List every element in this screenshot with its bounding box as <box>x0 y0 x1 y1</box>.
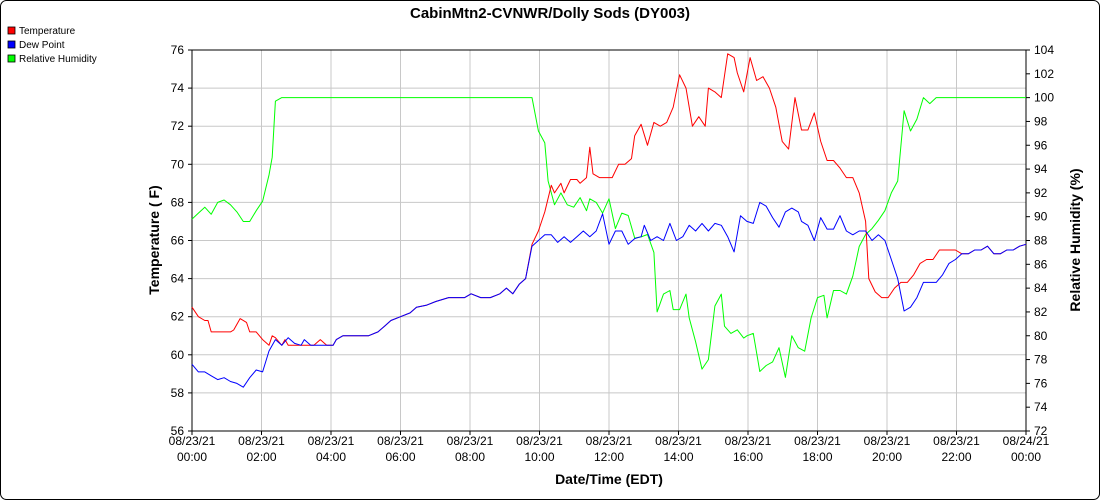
legend-swatch <box>7 40 16 49</box>
legend-swatch <box>7 26 16 35</box>
x-tick-date-label: 08/23/21 <box>864 434 911 448</box>
x-tick-date-label: 08/23/21 <box>377 434 424 448</box>
y-tick-label: 68 <box>171 195 185 209</box>
x-tick-date-label: 08/24/21 <box>1003 434 1050 448</box>
y2-tick-label: 78 <box>1034 353 1048 367</box>
y-tick-label: 72 <box>171 119 185 133</box>
y2-tick-label: 96 <box>1034 138 1048 152</box>
y-tick-label: 70 <box>171 157 185 171</box>
x-tick-time-label: 02:00 <box>246 450 276 464</box>
x-tick-date-label: 08/23/21 <box>238 434 285 448</box>
x-tick-time-label: 00:00 <box>1011 450 1041 464</box>
x-tick-time-label: 18:00 <box>802 450 832 464</box>
y2-tick-label: 86 <box>1034 257 1048 271</box>
y-tick-label: 74 <box>171 81 185 95</box>
x-tick-time-label: 00:00 <box>177 450 207 464</box>
y2-tick-label: 104 <box>1034 43 1054 57</box>
y2-tick-label: 94 <box>1034 162 1048 176</box>
y2-tick-label: 102 <box>1034 67 1054 81</box>
y2-axis-label: Relative Humidity (%) <box>1067 168 1083 311</box>
y2-tick-label: 82 <box>1034 305 1048 319</box>
x-tick-time-label: 08:00 <box>455 450 485 464</box>
x-tick-date-label: 08/23/21 <box>933 434 980 448</box>
x-tick-date-label: 08/23/21 <box>169 434 216 448</box>
series-line-relative-humidity <box>191 97 1026 378</box>
x-tick-time-label: 10:00 <box>524 450 554 464</box>
x-tick-time-label: 22:00 <box>941 450 971 464</box>
y-axis-label: Temperature ( F) <box>146 185 162 294</box>
x-tick-date-label: 08/23/21 <box>794 434 841 448</box>
series-line-dew-point <box>191 201 1027 388</box>
x-tick-date-label: 08/23/21 <box>516 434 563 448</box>
x-tick-time-label: 04:00 <box>316 450 346 464</box>
series-group <box>191 53 1027 388</box>
y2-tick-label: 92 <box>1034 186 1048 200</box>
y2-tick-label: 74 <box>1034 400 1048 414</box>
y-tick-label: 66 <box>171 234 185 248</box>
y2-tick-label: 84 <box>1034 281 1048 295</box>
y-tick-label: 62 <box>171 310 185 324</box>
y2-tick-label: 72 <box>1034 424 1048 438</box>
y2-tick-label: 80 <box>1034 329 1048 343</box>
y2-tick-label: 98 <box>1034 114 1048 128</box>
x-tick-time-label: 12:00 <box>594 450 624 464</box>
x-tick-date-label: 08/23/21 <box>447 434 494 448</box>
x-tick-time-label: 16:00 <box>733 450 763 464</box>
y2-axis-ticks: 72 74 76 78 80 82 84 86 88 90 92 94 96 98 100 102 104 <box>1026 43 1054 438</box>
x-tick-time-label: 20:00 <box>872 450 902 464</box>
y2-tick-label: 88 <box>1034 234 1048 248</box>
x-tick-date-label: 08/23/21 <box>725 434 772 448</box>
y2-tick-label: 100 <box>1034 91 1054 105</box>
y-tick-label: 60 <box>171 348 185 362</box>
x-tick-date-label: 08/23/21 <box>586 434 633 448</box>
chart-title: CabinMtn2-CVNWR/Dolly Sods (DY003) <box>410 5 690 22</box>
legend-swatch <box>7 54 16 63</box>
x-tick-time-label: 06:00 <box>385 450 415 464</box>
legend-label: Temperature <box>19 26 76 37</box>
y-tick-label: 76 <box>171 43 185 57</box>
y-tick-label: 58 <box>171 386 185 400</box>
x-axis-label: Date/Time (EDT) <box>555 471 663 487</box>
x-axis-ticks: 08/23/21 00:00 08/23/21 02:00 08/23/21 04:00 0… <box>169 431 1050 464</box>
y-tick-label: 64 <box>171 272 185 286</box>
y2-tick-label: 76 <box>1034 376 1048 390</box>
legend-label: Relative Humidity <box>19 54 97 65</box>
x-tick-time-label: 14:00 <box>663 450 693 464</box>
y-tick-label: 56 <box>171 424 185 438</box>
legend: Temperature Dew Point Relative Humidity <box>7 26 97 65</box>
legend-label: Dew Point <box>19 40 65 51</box>
x-tick-date-label: 08/23/21 <box>308 434 355 448</box>
y2-tick-label: 90 <box>1034 210 1048 224</box>
y-axis-ticks: 56 58 60 62 64 66 68 70 72 74 76 <box>171 43 192 438</box>
x-tick-date-label: 08/23/21 <box>655 434 702 448</box>
